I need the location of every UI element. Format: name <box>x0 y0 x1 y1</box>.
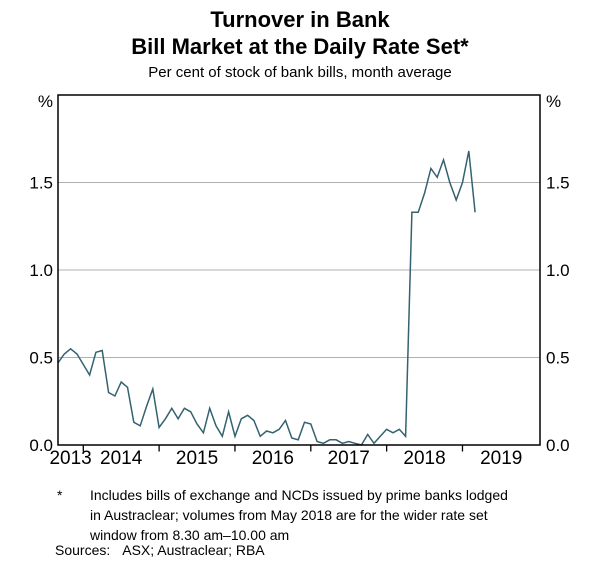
x-axis-year-label: 2019 <box>480 448 522 469</box>
y-axis-label-right: 1.5 <box>546 174 570 193</box>
y-axis-label-left: 1.0 <box>29 261 53 280</box>
y-axis-label-left: 1.5 <box>29 174 53 193</box>
y-axis-label-right: 0.0 <box>546 436 570 455</box>
chart-subtitle: Per cent of stock of bank bills, month a… <box>148 64 452 81</box>
chart-title-line2: Bill Market at the Daily Rate Set* <box>131 34 469 59</box>
chart-title-line1: Turnover in Bank <box>210 7 390 32</box>
x-axis-year-label: 2017 <box>328 448 370 469</box>
y-axis-label-left: 0.5 <box>29 349 53 368</box>
data-line <box>57 150 476 446</box>
turnover-line-chart: % % 0.0 0.0 0.5 0.5 1.0 1.0 1.5 1.5 2013 2014 2015 20… <box>29 92 570 469</box>
chart-header: Turnover in Bank Bill Market at the Dail… <box>0 6 600 84</box>
sources-value: ASX; Austraclear; RBA <box>122 542 265 558</box>
footnote-block: * Includes bills of exchange and NCDs is… <box>55 485 535 545</box>
x-axis-year-label: 2018 <box>403 448 445 469</box>
x-axis-year-label: 2014 <box>100 448 143 469</box>
x-axis-year-label: 2016 <box>252 448 294 469</box>
y-axis-label-right: 0.5 <box>546 349 570 368</box>
footnote-marker: * <box>57 487 63 503</box>
y-axis-label-left: 0.0 <box>29 436 53 455</box>
plot-frame <box>57 94 541 446</box>
y-axis-unit-left: % <box>38 92 53 111</box>
footnote-text: Includes bills of exchange and NCDs issu… <box>90 487 508 543</box>
y-axis-label-right: 1.0 <box>546 261 570 280</box>
x-axis-year-label: 2013 <box>49 448 91 469</box>
x-axis-year-label: 2015 <box>176 448 218 469</box>
sources-line: Sources: ASX; Austraclear; RBA <box>55 542 265 558</box>
y-axis-unit-right: % <box>546 92 561 111</box>
sources-label: Sources: <box>55 542 111 558</box>
